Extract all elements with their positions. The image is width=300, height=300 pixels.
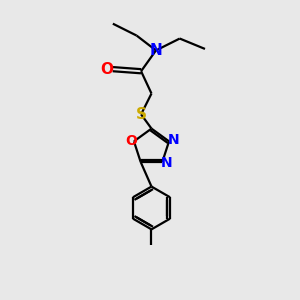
Text: O: O <box>125 134 137 148</box>
Text: N: N <box>168 133 179 147</box>
Text: N: N <box>150 43 162 58</box>
Text: O: O <box>100 62 113 77</box>
Text: N: N <box>161 156 172 170</box>
Text: S: S <box>136 107 147 122</box>
